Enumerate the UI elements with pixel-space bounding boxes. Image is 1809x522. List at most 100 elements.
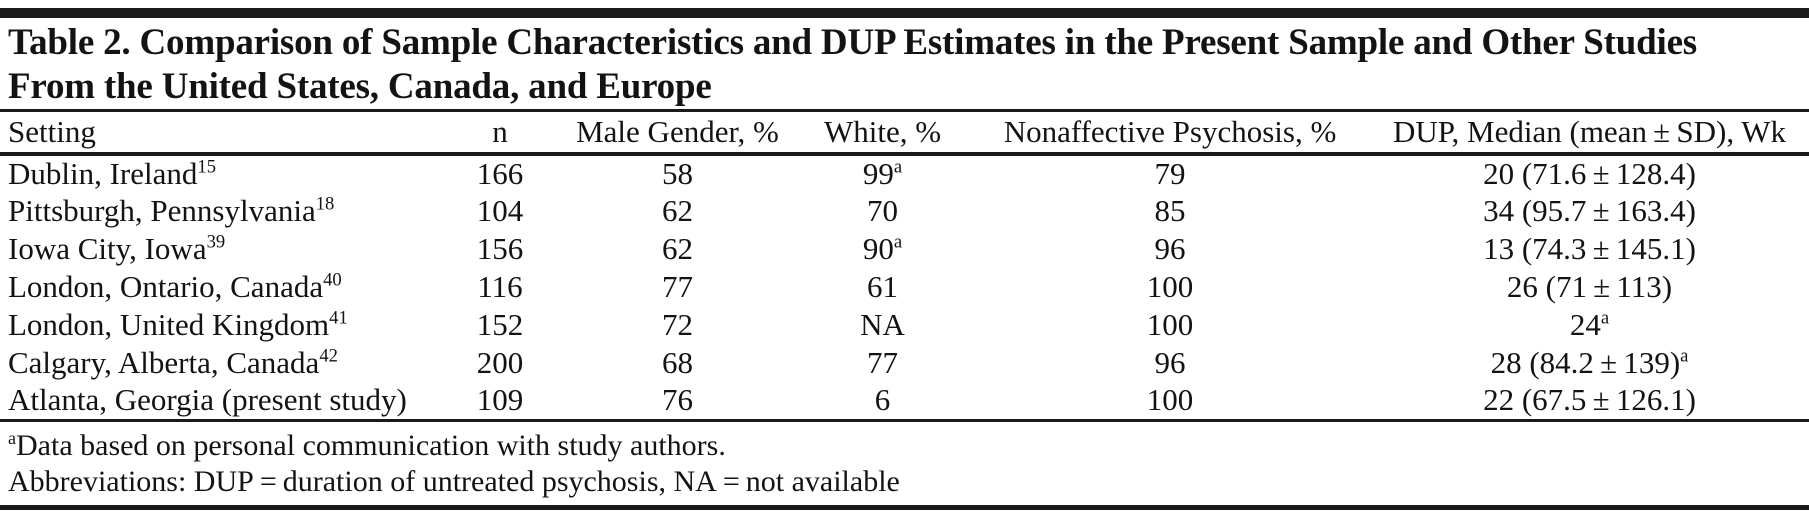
dup-cell: 26 (71 ± 113) xyxy=(1370,268,1809,306)
male-gender-cell: 72 xyxy=(662,307,693,342)
white-value: 99 xyxy=(862,156,894,191)
col-header-n: n xyxy=(440,112,560,156)
nonaffective-cell: 96 xyxy=(1154,345,1186,380)
male-gender-cell: 68 xyxy=(662,345,693,380)
dup-value: 26 (71 ± 113) xyxy=(1506,269,1673,304)
title-divider-rule xyxy=(0,109,1809,112)
male-gender-cell: 76 xyxy=(560,382,795,422)
comparison-table: Setting n Male Gender, % White, % Nonaff… xyxy=(0,112,1809,422)
footnote-superscript: a xyxy=(1680,345,1689,367)
dup-cell: 22 (67.5 ± 126.1) xyxy=(1370,382,1809,422)
dup-cell: 20 (71.6 ± 128.4) xyxy=(1370,154,1809,192)
table-body: Dublin, Ireland15 166 58 99a 79 20 (71.6… xyxy=(0,154,1809,422)
n-cell: 156 xyxy=(476,231,524,266)
n-cell: 104 xyxy=(476,193,524,228)
white-cell: NA xyxy=(795,306,970,344)
reference-superscript: 39 xyxy=(206,231,226,253)
dup-cell: 13 (74.3 ± 145.1) xyxy=(1370,230,1809,268)
nonaffective-cell: 79 xyxy=(1154,156,1186,191)
footnote-superscript: a xyxy=(1600,307,1610,329)
table-title: Table 2. Comparison of Sample Characteri… xyxy=(0,18,1809,109)
table-row-calgary: Calgary, Alberta, Canada42 200 68 77 96 … xyxy=(0,344,1809,382)
setting-cell: London, United Kingdom41 xyxy=(0,306,440,344)
male-gender-cell: 58 xyxy=(662,156,693,191)
setting-cell: London, Ontario, Canada40 xyxy=(0,268,440,306)
nonaffective-cell: 100 xyxy=(1146,269,1194,304)
dup-value: 34 (95.7 ± 163.4) xyxy=(1483,193,1696,228)
dup-value: 22 (67.5 ± 126.1) xyxy=(1483,382,1696,418)
white-cell: 6 xyxy=(795,382,970,422)
n-cell: 200 xyxy=(476,345,524,380)
footnote-a-marker: a xyxy=(8,427,16,448)
reference-superscript: 18 xyxy=(315,193,335,215)
setting-cell: Iowa City, Iowa39 xyxy=(0,230,440,268)
white-value: 77 xyxy=(867,345,898,380)
setting-text: Dublin, Ireland xyxy=(8,156,198,191)
white-value: NA xyxy=(860,307,905,342)
reference-superscript: 15 xyxy=(197,156,216,178)
white-cell: 61 xyxy=(795,268,970,306)
footnote-a: aData based on personal communication wi… xyxy=(8,428,1803,464)
table-footnotes: aData based on personal communication wi… xyxy=(0,422,1809,500)
dup-value: 20 (71.6 ± 128.4) xyxy=(1483,156,1696,191)
table-title-line2: From the United States, Canada, and Euro… xyxy=(8,66,712,107)
footnote-abbreviations: Abbreviations: DUP = duration of untreat… xyxy=(8,464,900,498)
top-bar-rule xyxy=(0,8,1809,18)
nonaffective-cell: 96 xyxy=(1154,231,1186,266)
setting-cell: Atlanta, Georgia (present study) xyxy=(0,382,440,422)
setting-text: Atlanta, Georgia (present study) xyxy=(8,382,407,418)
setting-text: Pittsburgh, Pennsylvania xyxy=(8,193,316,228)
nonaffective-cell: 85 xyxy=(1154,193,1186,228)
nonaffective-cell: 100 xyxy=(1146,307,1194,342)
header-row: Setting n Male Gender, % White, % Nonaff… xyxy=(0,112,1809,156)
dup-cell: 34 (95.7 ± 163.4) xyxy=(1370,192,1809,230)
table-row-london-ontario: London, Ontario, Canada40 116 77 61 100 … xyxy=(0,268,1809,306)
reference-superscript: 41 xyxy=(329,307,348,329)
reference-superscript: 42 xyxy=(319,345,338,367)
setting-text: London, Ontario, Canada xyxy=(8,269,324,304)
table-row-dublin: Dublin, Ireland15 166 58 99a 79 20 (71.6… xyxy=(0,154,1809,192)
n-cell: 166 xyxy=(476,156,524,191)
white-value: 70 xyxy=(867,193,898,228)
white-cell: 70 xyxy=(795,192,970,230)
white-value: 6 xyxy=(874,382,891,418)
n-cell: 109 xyxy=(440,382,560,422)
n-cell: 152 xyxy=(476,307,524,342)
col-header-white: White, % xyxy=(795,112,970,156)
col-header-setting: Setting xyxy=(0,112,440,156)
dup-value: 28 (84.2 ± 139) xyxy=(1490,345,1681,380)
reference-superscript: 40 xyxy=(323,269,342,291)
dup-cell: 24a xyxy=(1370,306,1809,344)
setting-text: London, United Kingdom xyxy=(8,307,330,342)
table-title-line1: Table 2. Comparison of Sample Characteri… xyxy=(8,22,1697,63)
dup-cell: 28 (84.2 ± 139)a xyxy=(1370,344,1809,382)
setting-text: Iowa City, Iowa xyxy=(8,231,207,266)
nonaffective-cell: 100 xyxy=(970,382,1370,422)
table-header: Setting n Male Gender, % White, % Nonaff… xyxy=(0,112,1809,156)
male-gender-cell: 77 xyxy=(662,269,693,304)
setting-cell: Pittsburgh, Pennsylvania18 xyxy=(0,192,440,230)
white-cell: 90a xyxy=(795,230,970,268)
white-value: 90 xyxy=(862,231,894,266)
bottom-rule xyxy=(0,504,1809,510)
col-header-male-gender: Male Gender, % xyxy=(560,112,795,156)
table-row-iowa-city: Iowa City, Iowa39 156 62 90a 96 13 (74.3… xyxy=(0,230,1809,268)
table-row-london-uk: London, United Kingdom41 152 72 NA 100 2… xyxy=(0,306,1809,344)
table-row-atlanta: Atlanta, Georgia (present study) 109 76 … xyxy=(0,382,1809,422)
setting-cell: Calgary, Alberta, Canada42 xyxy=(0,344,440,382)
n-cell: 116 xyxy=(477,269,523,304)
setting-cell: Dublin, Ireland15 xyxy=(0,154,440,192)
white-cell: 99a xyxy=(795,154,970,192)
table-row-pittsburgh: Pittsburgh, Pennsylvania18 104 62 70 85 … xyxy=(0,192,1809,230)
male-gender-cell: 62 xyxy=(662,193,693,228)
col-header-nonaffective-psychosis: Nonaffective Psychosis, % xyxy=(970,112,1370,156)
white-cell: 77 xyxy=(795,344,970,382)
white-value: 61 xyxy=(867,269,898,304)
dup-value: 13 (74.3 ± 145.1) xyxy=(1483,231,1696,266)
setting-text: Calgary, Alberta, Canada xyxy=(8,345,320,380)
footnote-a-text: Data based on personal communication wit… xyxy=(16,428,726,462)
dup-value: 24 xyxy=(1569,307,1601,342)
male-gender-cell: 62 xyxy=(662,231,693,266)
col-header-dup-median: DUP, Median (mean ± SD), Wk xyxy=(1370,112,1809,156)
